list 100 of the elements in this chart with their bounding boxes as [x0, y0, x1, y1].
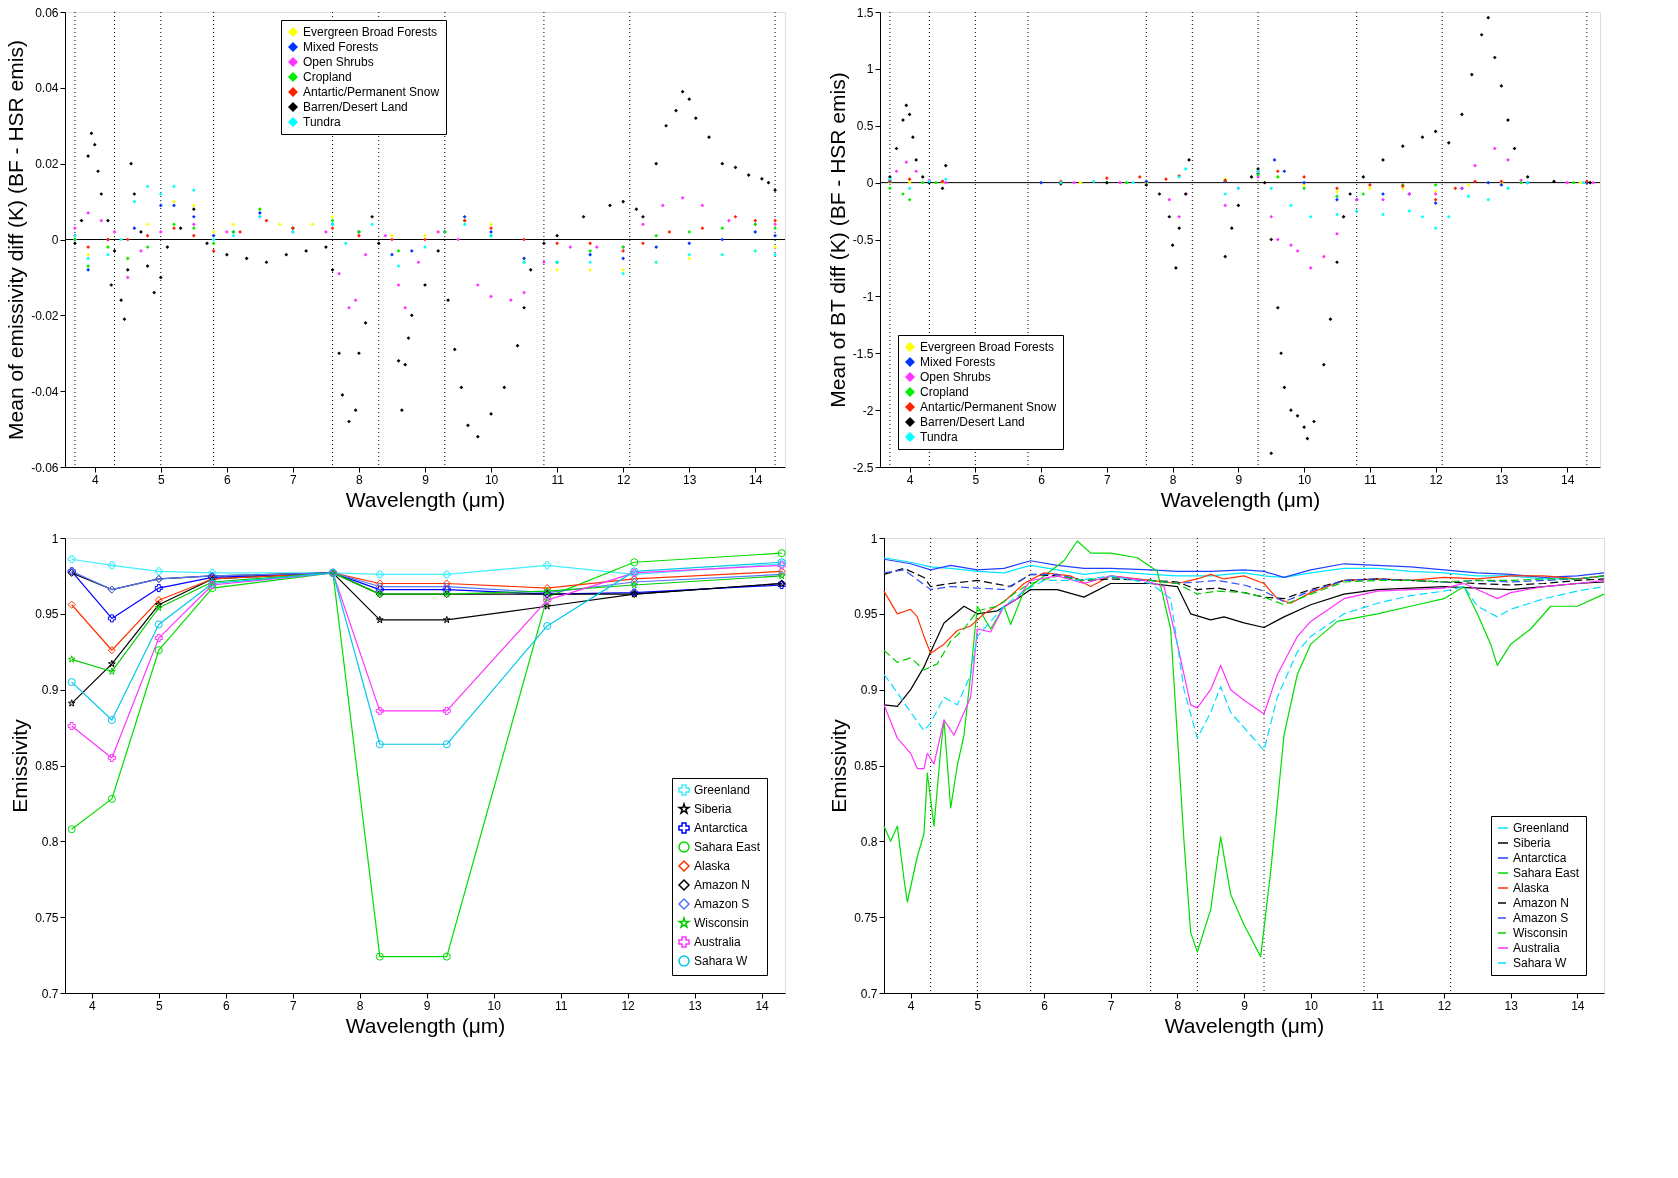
y-tick-label: -1.5: [852, 346, 874, 361]
x-tick-label: 14: [1560, 472, 1575, 487]
x-tick-label: 14: [749, 472, 763, 487]
x-tick-label: 8: [1174, 998, 1182, 1013]
x-tick-label: 13: [688, 998, 703, 1013]
x-tick-label: 7: [1107, 998, 1115, 1013]
x-tick-label: 4: [91, 472, 99, 487]
y-tick-label: 0.7: [41, 986, 59, 1001]
y-axis-title: Mean of BT diff (K) (BF - HSR emis): [825, 72, 849, 408]
x-tick-label: 10: [487, 998, 502, 1013]
y-tick-label: 0.95: [854, 607, 878, 622]
y-tick-label: -0.02: [31, 308, 59, 323]
legend-label: Greenland: [1513, 821, 1570, 835]
legend-label: Siberia: [694, 802, 732, 816]
y-tick-label: 0.75: [854, 910, 878, 925]
x-tick-label: 5: [155, 998, 163, 1013]
legend-label: Open Shrubs: [920, 370, 991, 384]
y-tick-label: 0.02: [35, 157, 59, 172]
x-tick-label: 13: [1495, 472, 1509, 487]
x-tick-label: 9: [1241, 998, 1249, 1013]
legend-label: Wisconsin: [1513, 926, 1568, 940]
x-tick-label: 13: [683, 472, 697, 487]
legend-label: Alaska: [1513, 881, 1550, 895]
x-tick-label: 7: [1104, 472, 1112, 487]
x-tick-label: 4: [906, 472, 914, 487]
legend-label: Evergreen Broad Forests: [303, 25, 438, 39]
y-tick-label: 0.06: [35, 5, 59, 20]
y-tick-label: 0: [51, 233, 59, 247]
legend-label: Sahara W: [694, 954, 749, 968]
x-tick-label: 14: [755, 998, 770, 1013]
y-tick-label: -0.04: [31, 384, 59, 399]
legend-label: Siberia: [1513, 836, 1551, 850]
x-axis-title: Wavelength (μm): [345, 487, 506, 511]
y-tick-label: -2.5: [852, 460, 874, 475]
x-tick-label: 9: [423, 998, 431, 1013]
y-tick-label: 1: [866, 62, 874, 77]
x-tick-label: 11: [1371, 998, 1385, 1013]
x-tick-label: 8: [356, 998, 364, 1013]
x-tick-label: 12: [616, 472, 631, 487]
legend-label: Evergreen Broad Forests: [920, 340, 1055, 354]
legend-label: Barren/Desert Land: [303, 100, 408, 114]
legend-label: Amazon N: [694, 878, 751, 892]
x-axis-title: Wavelength (μm): [1164, 1013, 1325, 1037]
x-tick-label: 11: [554, 998, 568, 1013]
legend-label: Antarctica: [694, 821, 748, 835]
y-axis-title: Emissivity: [8, 718, 32, 813]
y-tick-label: 0.85: [35, 759, 59, 773]
y-axis-title: Emissivity: [827, 718, 851, 813]
legend-label: Antartic/Permanent Snow: [303, 85, 440, 99]
x-tick-label: 12: [621, 998, 636, 1013]
x-tick-label: 9: [1235, 472, 1243, 487]
x-tick-label: 6: [223, 472, 231, 487]
y-axis-title: Mean of emissivity diff (K) (BF - HSR emis): [4, 40, 28, 440]
x-tick-label: 7: [290, 472, 298, 487]
x-tick-label: 4: [88, 998, 96, 1013]
y-tick-label: 0.9: [41, 683, 59, 698]
y-tick-label: 0.95: [35, 607, 59, 622]
legend-label: Amazon S: [1513, 911, 1569, 925]
y-tick-label: -0.5: [852, 233, 874, 247]
legend-label: Sahara East: [1513, 866, 1580, 880]
y-tick-label: 0.7: [860, 986, 878, 1001]
y-tick-label: 0: [866, 176, 874, 191]
x-axis-title: Wavelength (μm): [345, 1013, 506, 1037]
x-tick-label: 13: [1504, 998, 1519, 1013]
y-tick-label: 0.5: [856, 119, 874, 134]
x-tick-label: 4: [907, 998, 915, 1013]
x-tick-label: 6: [222, 998, 230, 1013]
legend-label: Australia: [694, 935, 742, 949]
legend-label: Open Shrubs: [303, 55, 374, 69]
legend-label: Tundra: [303, 115, 341, 129]
y-tick-label: -1: [862, 289, 874, 304]
x-tick-label: 5: [157, 472, 165, 487]
y-tick-label: 1.5: [856, 5, 874, 20]
y-tick-label: 0.75: [35, 910, 59, 925]
legend-label: Tundra: [920, 430, 958, 444]
x-tick-label: 6: [1038, 472, 1046, 487]
legend-label: Mixed Forests: [303, 40, 379, 54]
x-tick-label: 14: [1571, 998, 1585, 1013]
legend-label: Amazon N: [1513, 896, 1570, 910]
legend-label: Wisconsin: [694, 916, 749, 930]
x-tick-label: 10: [1304, 998, 1319, 1013]
y-tick-label: 0.8: [41, 834, 59, 849]
x-tick-label: 9: [422, 472, 430, 487]
y-tick-label: 1: [51, 531, 59, 546]
legend-label: Australia: [1513, 941, 1561, 955]
y-tick-label: -0.06: [31, 460, 59, 475]
legend-label: Cropland: [920, 385, 969, 399]
y-tick-label: 0.9: [860, 683, 878, 698]
x-axis-title: Wavelength (μm): [1160, 487, 1321, 511]
y-tick-label: 0.04: [35, 81, 59, 96]
x-tick-label: 10: [1297, 472, 1312, 487]
x-tick-label: 8: [356, 472, 364, 487]
x-tick-label: 5: [974, 998, 982, 1013]
legend-label: Antartic/Permanent Snow: [920, 400, 1057, 414]
legend-label: Alaska: [694, 859, 731, 873]
legend-label: Barren/Desert Land: [920, 415, 1025, 429]
legend-label: Sahara East: [694, 840, 761, 854]
legend-label: Greenland: [694, 783, 751, 797]
legend-label: Amazon S: [694, 897, 750, 911]
x-tick-label: 6: [1041, 998, 1049, 1013]
